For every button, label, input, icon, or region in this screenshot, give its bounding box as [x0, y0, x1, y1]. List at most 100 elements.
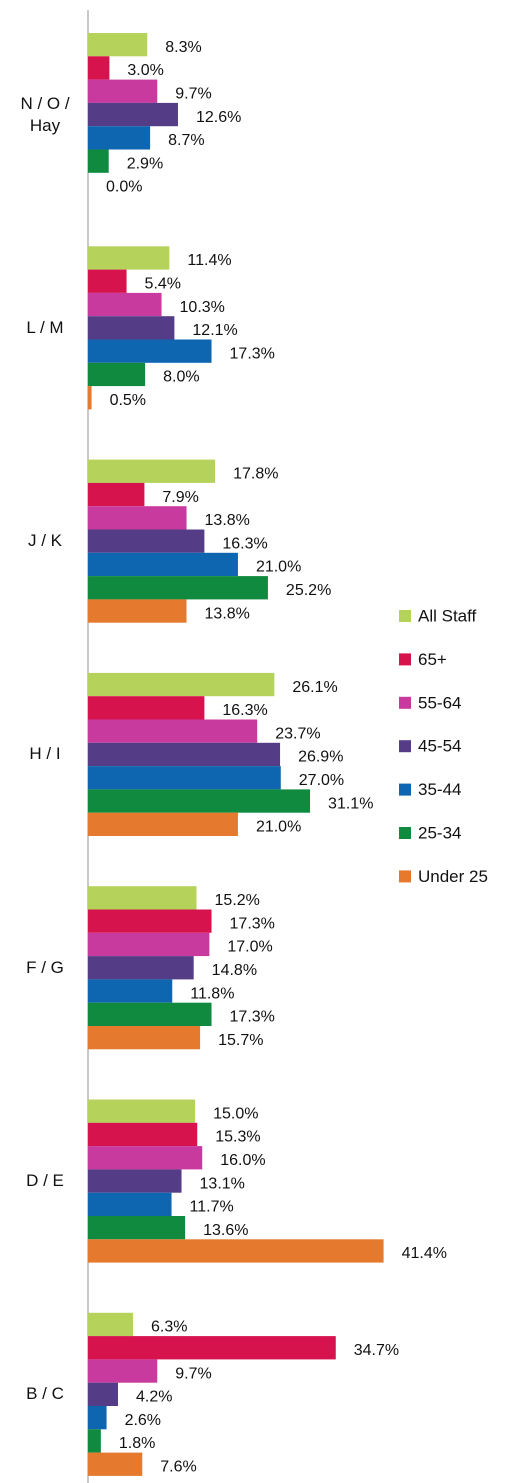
data-label: 26.1%: [292, 679, 337, 696]
bar: [88, 886, 197, 910]
bar: [88, 126, 151, 150]
legend-label: 45-54: [418, 737, 461, 756]
bar: [88, 1026, 201, 1050]
data-label: 13.6%: [203, 1222, 248, 1239]
data-label: 7.9%: [162, 489, 198, 506]
category-label: N / O / Hay: [20, 93, 70, 135]
data-label: 23.7%: [275, 725, 320, 742]
bar: [88, 269, 127, 293]
bar: [88, 1452, 143, 1476]
legend-swatch: [399, 610, 411, 622]
bar: [88, 1122, 198, 1147]
data-label: 12.1%: [192, 322, 237, 339]
legend-label: 25-34: [418, 823, 461, 842]
category-label: B / C: [26, 1384, 64, 1404]
bar: [88, 1169, 182, 1193]
legend-swatch: [399, 783, 411, 796]
data-label: 16.3%: [222, 702, 267, 719]
legend-label: 55-64: [418, 693, 461, 712]
data-label: 14.8%: [212, 962, 257, 979]
bar: [88, 552, 238, 577]
bar: [88, 1406, 107, 1430]
bar: [88, 482, 145, 507]
bar: [88, 1336, 336, 1360]
bar: [88, 246, 170, 270]
bar: [88, 316, 175, 340]
data-label: 17.3%: [230, 1009, 275, 1026]
category-label: F / G: [26, 957, 64, 977]
legend-swatch: [399, 870, 411, 883]
legend-swatch: [399, 696, 411, 709]
data-label: 9.7%: [175, 85, 211, 102]
bar: [88, 386, 92, 410]
data-label: 12.6%: [196, 109, 241, 126]
data-label: 15.0%: [213, 1105, 258, 1122]
data-label: 13.8%: [205, 605, 250, 622]
bar: [88, 1146, 203, 1170]
bar: [88, 576, 268, 600]
bar: [88, 932, 210, 957]
data-label: 17.3%: [230, 345, 275, 362]
bar: [88, 339, 212, 363]
data-label: 11.7%: [190, 1199, 234, 1216]
data-label: 26.9%: [298, 749, 343, 766]
bar: [88, 789, 311, 813]
data-label: 13.8%: [205, 512, 250, 529]
bar: [88, 1216, 186, 1240]
legend-swatch: [399, 740, 411, 753]
category-label: J / K: [27, 531, 62, 551]
data-label: 6.3%: [151, 1319, 187, 1336]
bar: [88, 459, 216, 483]
data-label: 9.7%: [175, 1365, 211, 1382]
data-label: 1.8%: [119, 1435, 155, 1452]
data-label: 11.4%: [187, 252, 231, 269]
data-label: 10.3%: [180, 299, 225, 316]
bar: [88, 33, 148, 57]
data-label: 31.1%: [328, 795, 373, 812]
data-label: 0.0%: [106, 179, 142, 196]
data-label: 8.0%: [163, 369, 199, 386]
data-label: 17.3%: [230, 915, 275, 932]
bar: [88, 102, 178, 127]
data-label: 16.3%: [222, 535, 267, 552]
bar: [88, 909, 212, 933]
bar: [88, 696, 205, 720]
data-label: 5.4%: [145, 275, 181, 292]
data-label: 17.8%: [233, 465, 278, 482]
data-label: 0.5%: [110, 392, 146, 409]
bar: [88, 979, 173, 1003]
data-label: 21.0%: [256, 559, 301, 576]
data-label: 21.0%: [256, 819, 301, 836]
legend-label: 65+: [418, 650, 447, 669]
data-label: 16.0%: [220, 1152, 265, 1169]
data-label: 15.2%: [215, 892, 260, 909]
bar: [88, 742, 281, 767]
bar: [88, 956, 194, 980]
legend-label: Under 25: [418, 867, 488, 886]
data-label: 7.6%: [160, 1458, 196, 1475]
data-label: 2.6%: [125, 1412, 161, 1429]
bar: [88, 1002, 212, 1026]
bar: [88, 1359, 158, 1383]
bar: [88, 599, 187, 623]
bar: [88, 1382, 118, 1406]
category-label: H / I: [29, 744, 61, 764]
legend-label: All Staff: [418, 606, 477, 625]
bar: [88, 529, 205, 553]
bar: [88, 292, 162, 317]
bar: [88, 506, 187, 530]
category-label: D / E: [26, 1171, 64, 1191]
data-label: 17.0%: [227, 939, 272, 956]
bar: [88, 149, 109, 173]
data-label: 4.2%: [136, 1389, 172, 1406]
data-label: 13.1%: [200, 1175, 245, 1192]
data-label: 27.0%: [299, 772, 344, 789]
data-label: 15.7%: [218, 1032, 263, 1049]
bar: [88, 362, 146, 387]
data-label: 8.7%: [168, 132, 204, 149]
legend-label: 35-44: [418, 780, 461, 799]
bar: [88, 56, 110, 80]
bar: [88, 1099, 196, 1123]
data-label: 25.2%: [286, 582, 331, 599]
bar: [88, 812, 238, 836]
